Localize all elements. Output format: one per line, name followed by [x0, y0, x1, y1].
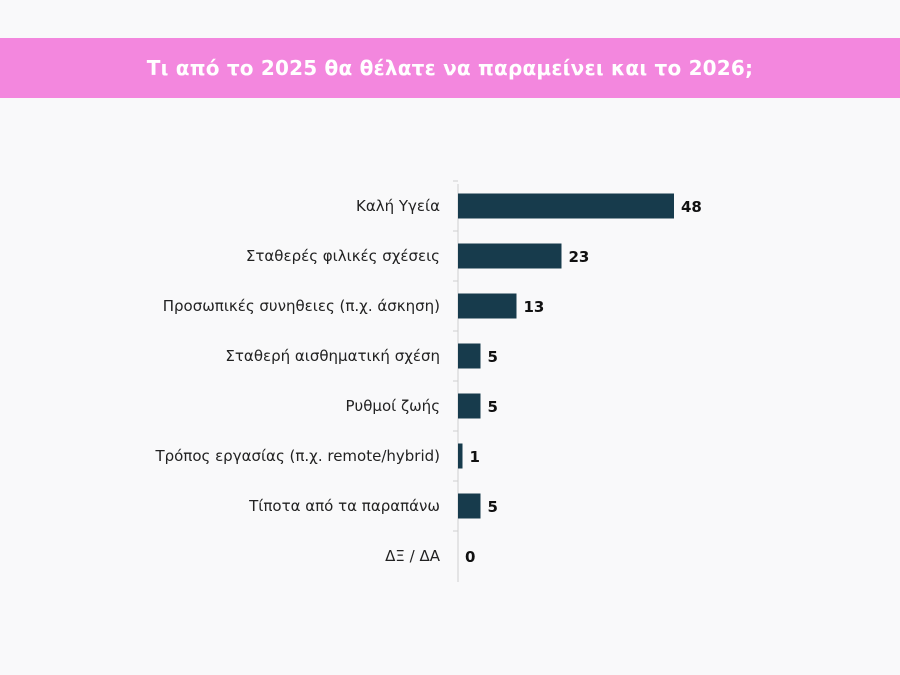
category-label: Τρόπος εργασίας (π.χ. remote/hybrid) — [154, 447, 440, 465]
title-banner: Τι από το 2025 θα θέλατε να παραμείνει κ… — [0, 38, 900, 98]
bar — [458, 243, 562, 269]
bar — [458, 293, 517, 319]
category-label: Καλή Υγεία — [356, 197, 440, 215]
bar — [458, 443, 463, 469]
bar — [458, 493, 481, 519]
bar — [458, 393, 481, 419]
data-label: 13 — [524, 298, 545, 316]
category-label: ΔΞ / ΔΑ — [385, 547, 441, 565]
chart-title: Τι από το 2025 θα θέλατε να παραμείνει κ… — [146, 56, 754, 80]
data-label: 5 — [488, 498, 498, 516]
category-label: Τίποτα από τα παραπάνω — [248, 497, 440, 515]
category-label: Σταθερή αισθηματική σχέση — [225, 347, 440, 365]
bar — [458, 193, 674, 219]
bar — [458, 343, 481, 369]
data-label: 5 — [488, 348, 498, 366]
data-label: 0 — [465, 548, 475, 566]
category-label: Ρυθμοί ζωής — [346, 397, 441, 415]
data-label: 48 — [681, 198, 702, 216]
data-label: 5 — [488, 398, 498, 416]
category-label: Σταθερές φιλικές σχέσεις — [246, 247, 440, 265]
data-label: 23 — [569, 248, 590, 266]
category-label: Προσωπικές συνηθειες (π.χ. άσκηση) — [163, 297, 440, 315]
data-label: 1 — [470, 448, 480, 466]
